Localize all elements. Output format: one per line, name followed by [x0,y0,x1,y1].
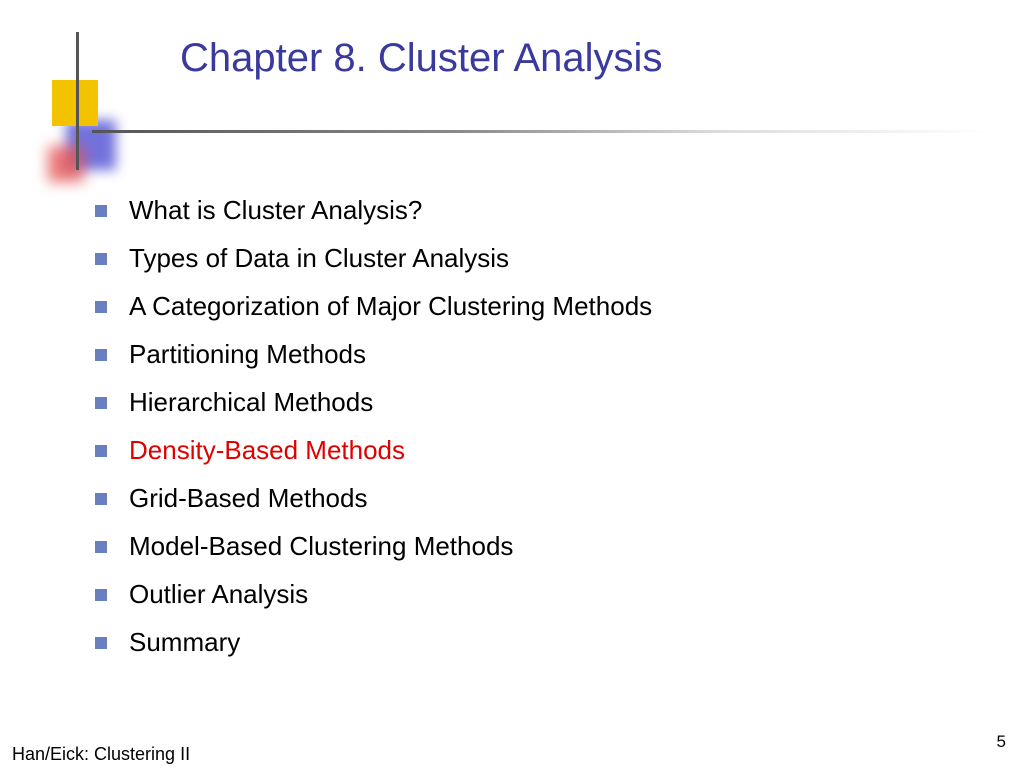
square-bullet-icon [95,253,107,265]
square-bullet-icon [95,541,107,553]
list-item-label: Types of Data in Cluster Analysis [129,243,509,274]
list-item-label: Hierarchical Methods [129,387,373,418]
vertical-divider [76,32,79,170]
list-item: Summary [95,627,975,658]
list-item-label: A Categorization of Major Clustering Met… [129,291,652,322]
logo-square-yellow [52,80,98,126]
list-item: Hierarchical Methods [95,387,975,418]
list-item-label: Summary [129,627,240,658]
square-bullet-icon [95,397,107,409]
square-bullet-icon [95,493,107,505]
list-item: Outlier Analysis [95,579,975,610]
slide-logo [30,50,130,170]
square-bullet-icon [95,637,107,649]
list-item: Partitioning Methods [95,339,975,370]
slide-number: 5 [997,732,1006,752]
list-item-label: Grid-Based Methods [129,483,367,514]
horizontal-divider [92,130,992,133]
square-bullet-icon [95,301,107,313]
list-item: What is Cluster Analysis? [95,195,975,226]
list-item: Model-Based Clustering Methods [95,531,975,562]
bullet-list: What is Cluster Analysis? Types of Data i… [95,195,975,675]
square-bullet-icon [95,349,107,361]
footer-author: Han/Eick: Clustering II [12,744,190,765]
square-bullet-icon [95,445,107,457]
square-bullet-icon [95,205,107,217]
list-item: Grid-Based Methods [95,483,975,514]
list-item-label: Outlier Analysis [129,579,308,610]
list-item-label: What is Cluster Analysis? [129,195,422,226]
square-bullet-icon [95,589,107,601]
list-item: A Categorization of Major Clustering Met… [95,291,975,322]
list-item: Types of Data in Cluster Analysis [95,243,975,274]
list-item-label: Model-Based Clustering Methods [129,531,513,562]
list-item-label: Density-Based Methods [129,435,405,466]
list-item-label: Partitioning Methods [129,339,366,370]
list-item: Density-Based Methods [95,435,975,466]
slide-title: Chapter 8. Cluster Analysis [180,36,662,81]
